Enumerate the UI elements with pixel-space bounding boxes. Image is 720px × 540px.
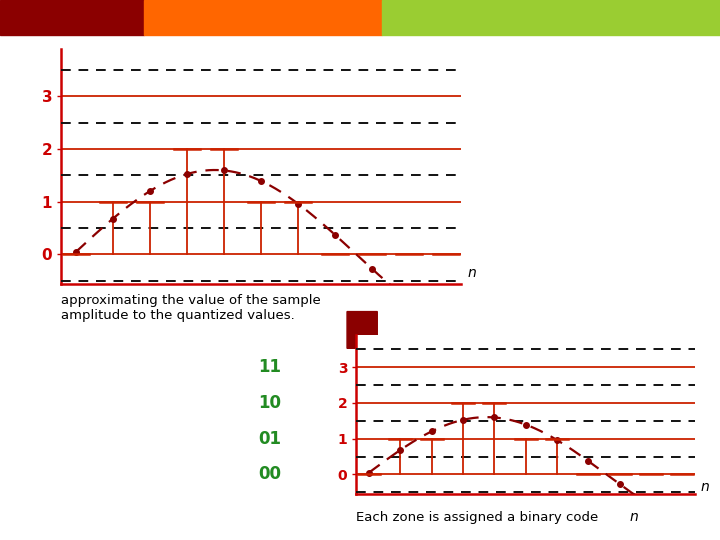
Text: Each zone is assigned a binary code: Each zone is assigned a binary code	[356, 511, 598, 524]
Text: n: n	[467, 266, 476, 280]
Text: approximating the value of the sample
amplitude to the quantized values.: approximating the value of the sample am…	[61, 294, 321, 322]
Text: 11: 11	[258, 358, 282, 376]
Bar	[382, 0, 720, 35]
Text: 00: 00	[258, 465, 282, 483]
Text: n: n	[630, 510, 639, 524]
Bar	[0, 0, 144, 35]
Text: n: n	[701, 480, 709, 494]
Text: 01: 01	[258, 430, 282, 448]
Polygon shape	[347, 312, 416, 390]
Text: 10: 10	[258, 394, 282, 412]
Bar	[144, 0, 382, 35]
